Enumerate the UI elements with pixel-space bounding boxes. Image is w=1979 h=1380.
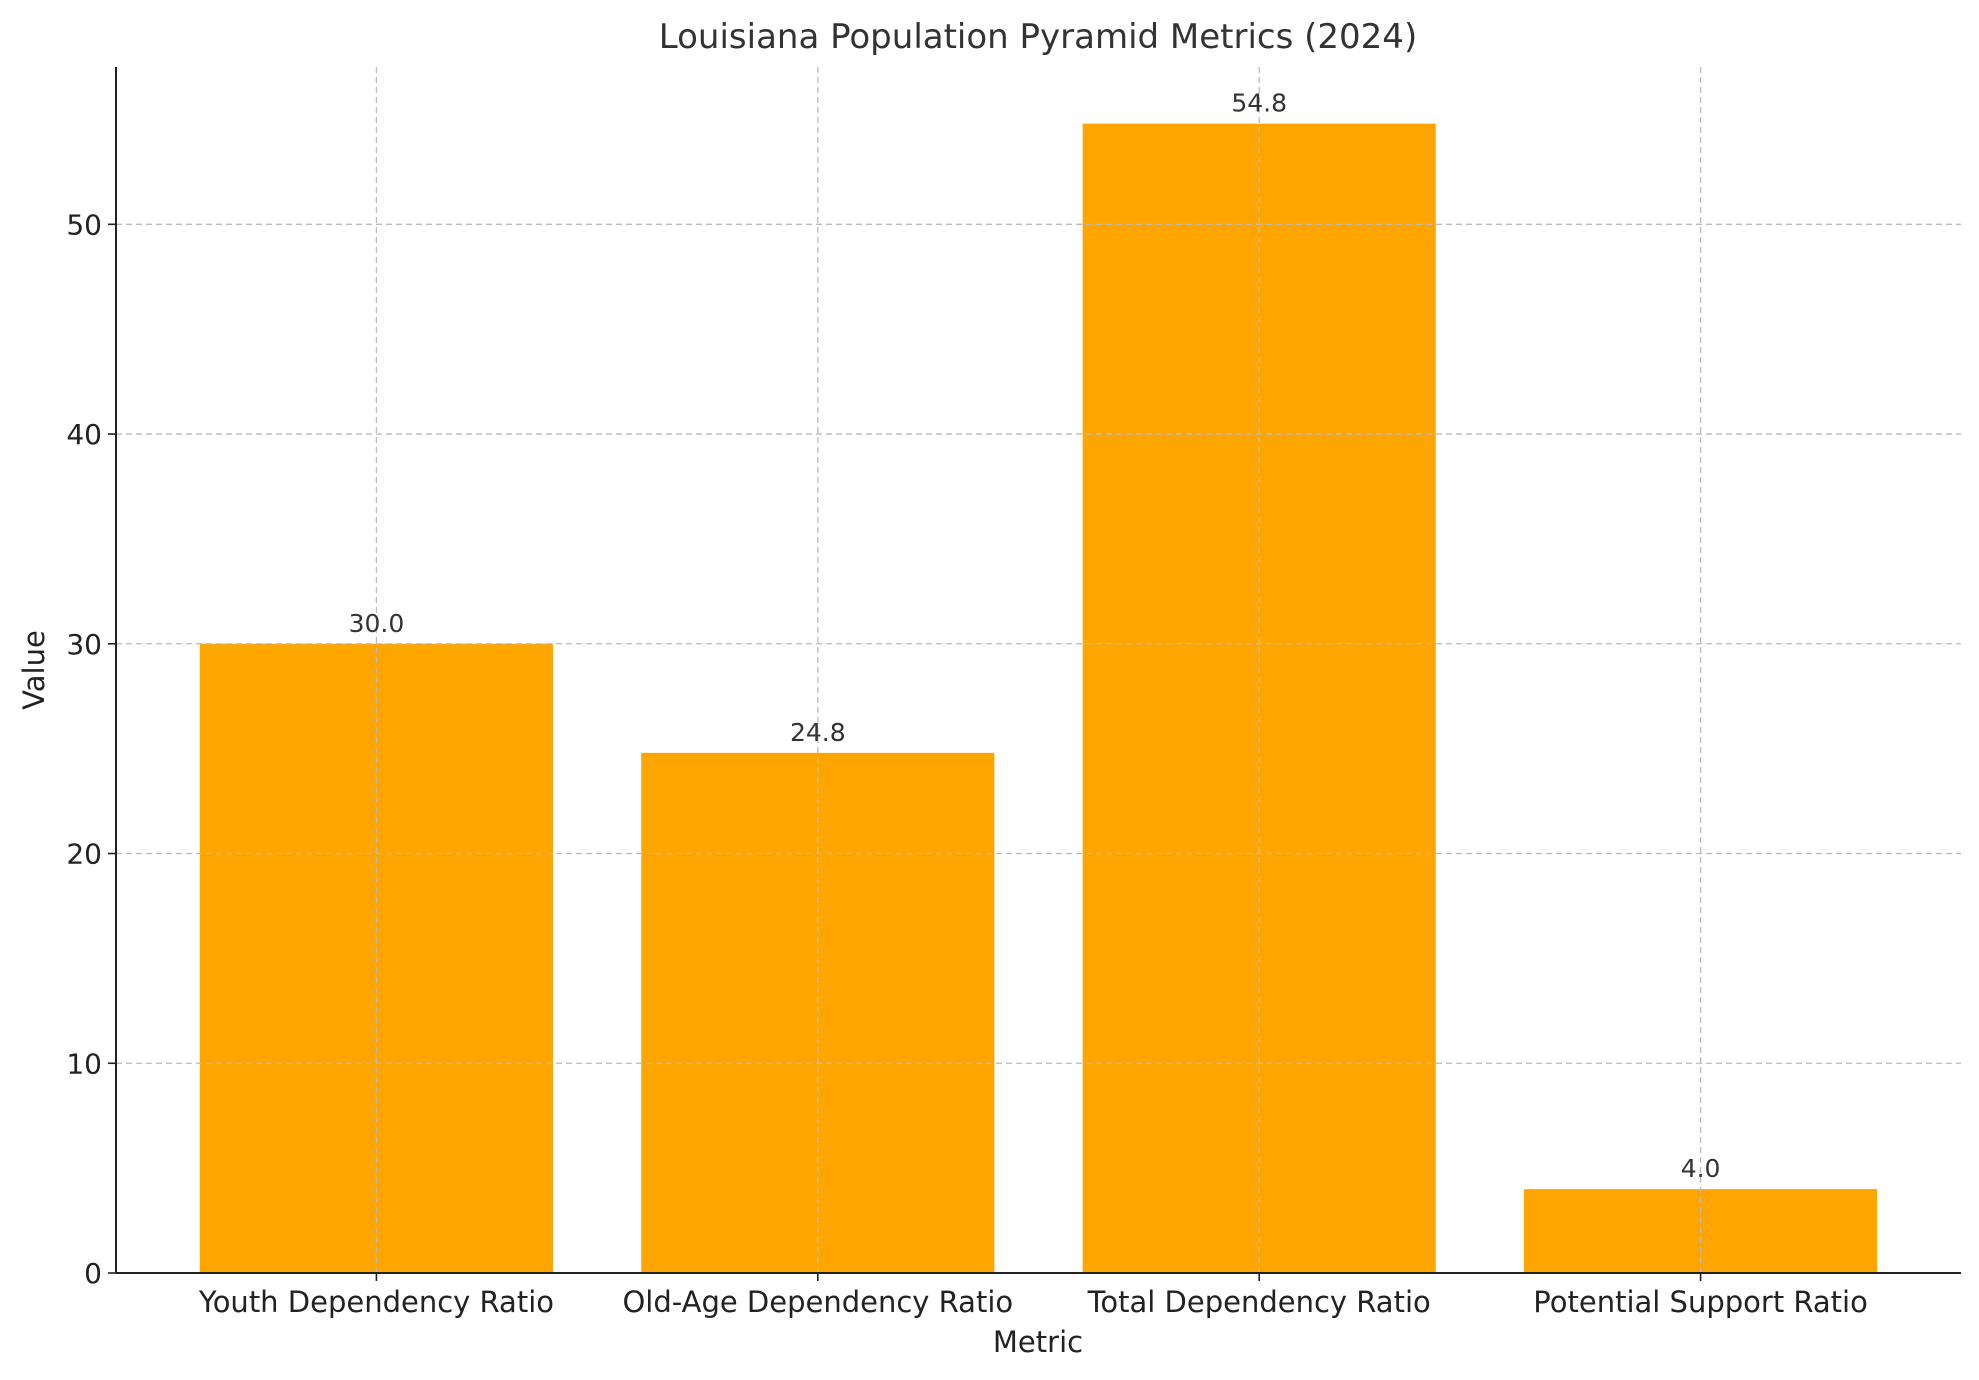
- y-tick-label: 20: [66, 838, 102, 871]
- y-axis-label: Value: [17, 630, 51, 710]
- data-label: 24.8: [790, 718, 846, 747]
- y-tick-label: 40: [66, 418, 102, 451]
- x-axis-label: Metric: [993, 1325, 1083, 1359]
- axes: 0 10 20 30 40 50 Youth Dependency Ratio Old-Age…: [66, 67, 1961, 1319]
- y-tick-label: 50: [66, 208, 102, 241]
- x-tick-label: Total Dependency Ratio: [1087, 1285, 1431, 1319]
- grid: [116, 67, 1961, 1273]
- chart-title: Louisiana Population Pyramid Metrics (20…: [659, 17, 1417, 57]
- x-tick-label: Youth Dependency Ratio: [198, 1285, 554, 1319]
- data-label: 30.0: [349, 609, 405, 638]
- bars: [199, 123, 1878, 1274]
- data-labels: 30.0 24.8 54.8 4.0: [349, 89, 1721, 1183]
- x-tick-label: Old-Age Dependency Ratio: [622, 1285, 1013, 1319]
- y-tick-label: 0: [84, 1257, 102, 1290]
- data-label: 54.8: [1231, 89, 1287, 118]
- data-label: 4.0: [1681, 1154, 1721, 1183]
- y-tick-label: 10: [66, 1047, 102, 1080]
- x-tick-label: Potential Support Ratio: [1533, 1285, 1868, 1319]
- y-tick-label: 30: [66, 628, 102, 661]
